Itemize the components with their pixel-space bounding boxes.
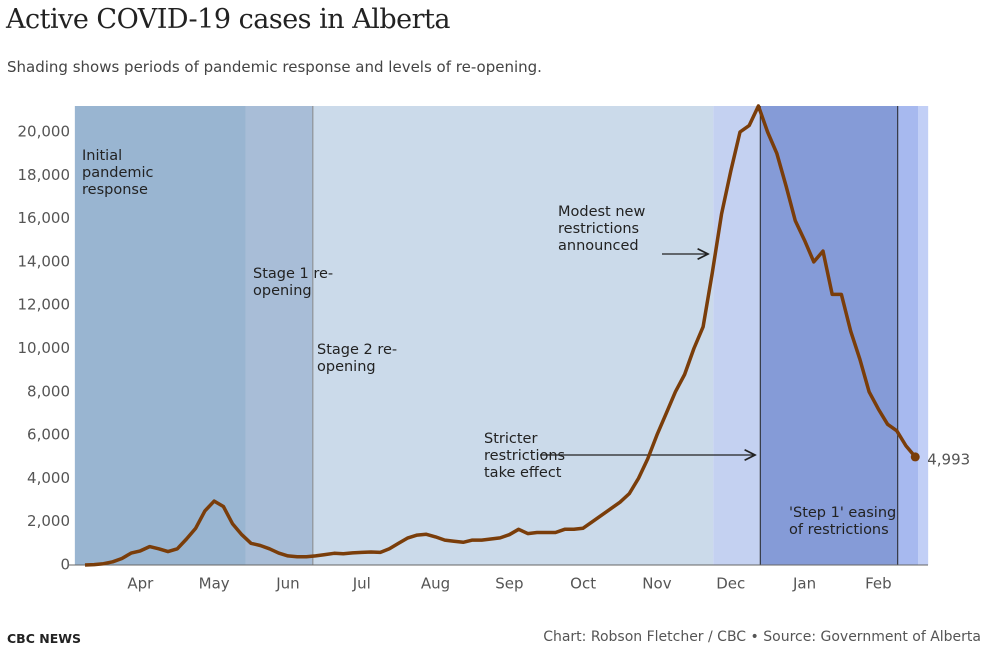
x-tick-label: Aug (421, 575, 450, 593)
end-value-label: 4,993 (927, 450, 970, 468)
x-tick-label: Nov (642, 575, 671, 593)
y-tick-label: 10,000 (18, 339, 71, 357)
y-tick-label: 0 (60, 556, 70, 574)
x-tick-label: Sep (495, 575, 523, 593)
y-tick-label: 12,000 (18, 296, 71, 314)
annotation: Modest new restrictions announced (558, 204, 646, 254)
x-tick-label: Apr (127, 575, 154, 593)
x-tick-label: Jan (792, 575, 816, 593)
y-tick-label: 20,000 (18, 122, 71, 140)
x-tick-label: Dec (716, 575, 745, 593)
period-shade (245, 106, 313, 565)
y-tick-label: 4,000 (27, 469, 70, 487)
x-tick-label: May (199, 575, 230, 593)
period-shade (897, 106, 919, 565)
period-label: Stage 2 re-opening (317, 342, 398, 375)
period-shade (74, 106, 246, 565)
period-label: 'Step 1' easing of restrictions (789, 505, 897, 538)
series-line (84, 104, 917, 567)
end-point (910, 452, 920, 462)
x-tick-label: Oct (570, 575, 596, 593)
shading-layer (74, 106, 929, 565)
chart-title: Active COVID-19 cases in Alberta (6, 4, 450, 35)
x-tick-label: Feb (865, 575, 892, 593)
y-tick-label: 8,000 (27, 382, 70, 400)
y-tick-label: 2,000 (27, 512, 70, 530)
period-shade (713, 106, 761, 565)
y-tick-label: 16,000 (18, 209, 71, 227)
x-tick-label: Jun (275, 575, 299, 593)
period-label: Initial pandemic response (82, 148, 154, 198)
y-tick-label: 6,000 (27, 426, 70, 444)
y-tick-label: 14,000 (18, 252, 71, 270)
x-tick-label: Jul (352, 575, 371, 593)
period-shade (918, 106, 929, 565)
annotation: Stricter restrictions take effect (484, 431, 566, 481)
period-shade (760, 106, 898, 565)
brand: CBC NEWS (7, 631, 82, 646)
source: Chart: Robson Fletcher / CBC • Source: G… (543, 629, 981, 645)
mark-layer: 0 2,000 4,000 6,000 8,000 10,000 12,000 14,000 1… (18, 104, 970, 593)
chart-subtitle: Shading shows periods of pandemic respon… (7, 58, 542, 76)
period-shade (312, 106, 714, 565)
y-tick-label: 18,000 (18, 166, 71, 184)
period-label: Stage 1 re-opening (253, 266, 334, 299)
